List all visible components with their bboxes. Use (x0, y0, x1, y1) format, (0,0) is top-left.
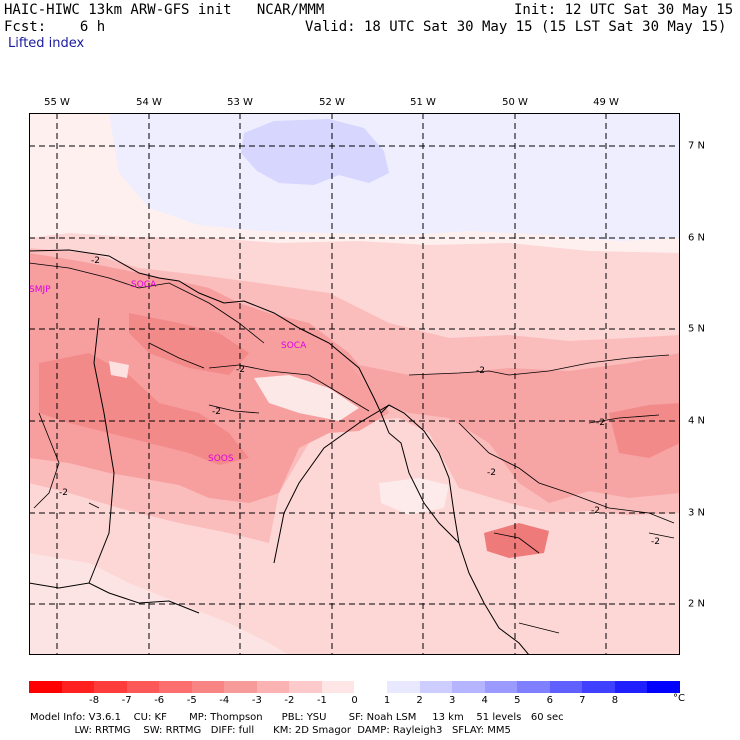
lat-label: 5 N (688, 323, 706, 335)
colorbar-tick-label: 7 (579, 695, 586, 706)
colorbar-tick-label: -3 (251, 695, 262, 706)
contour-label: -2 (476, 366, 485, 376)
field-band-4 (39, 353, 249, 465)
lifted-index-map: -2 -2 -2 -2 -2 -2 -2 -2 -2 SMJP SOCA SOC… (29, 113, 680, 655)
station-smjp: SMJP (29, 285, 51, 295)
lat-label: 4 N (688, 415, 706, 427)
contour-lines (29, 262, 675, 634)
field-light-patch (379, 478, 449, 515)
lat-label: 6 N (688, 232, 706, 244)
colorbar-tick-label: -8 (89, 695, 100, 706)
colorbar-tick-label: 5 (514, 695, 521, 706)
lat-label: 7 N (688, 140, 706, 152)
colorbar-segment (224, 681, 257, 693)
colorbar-segment (484, 681, 518, 693)
contour-label: -2 (596, 418, 605, 428)
colorbar-segment (29, 681, 62, 693)
lat-label: 2 N (688, 598, 706, 610)
colorbar-segment (647, 681, 680, 693)
colorbar-segment (614, 681, 648, 693)
contour-label: -2 (91, 256, 100, 266)
model-info-line-2: LW: RRTMG SW: RRTMG DIFF: full KM: 2D Sm… (30, 725, 511, 736)
colorbar-segment (159, 681, 192, 693)
colorbar-tick-label: 3 (448, 695, 456, 706)
colorbar-tick-label: -2 (284, 695, 295, 706)
colorbar-segment (419, 681, 453, 693)
contour-label: -2 (212, 407, 221, 417)
colorbar-segment (549, 681, 583, 693)
colorbar-segment (321, 681, 355, 693)
field-positive (109, 113, 680, 241)
field-positive-core (241, 119, 389, 185)
map-frame (29, 113, 680, 655)
colorbar-tick-label: 8 (611, 695, 619, 706)
station-soos: SOOS (208, 454, 234, 464)
init-time: Init: 12 UTC Sat 30 May 15 (514, 2, 734, 18)
colorbar (29, 681, 680, 693)
colorbar-segment (126, 681, 160, 693)
colorbar-segment (354, 681, 388, 693)
lon-label: 51 W (410, 97, 436, 108)
contour-label: -2 (236, 365, 245, 375)
field-name: Lifted index (8, 36, 85, 51)
field-light-patch (109, 361, 129, 378)
colorbar-tick-label: 1 (383, 695, 391, 706)
colorbar-tick-label: 0 (351, 695, 358, 706)
field-band-4 (484, 523, 549, 558)
colorbar-segment (582, 681, 615, 693)
colorbar-tick-label: 2 (416, 695, 423, 706)
coastline (29, 249, 530, 655)
colorbar-segment (452, 681, 485, 693)
graticule (29, 113, 680, 655)
field-band-4 (609, 403, 680, 458)
colorbar-segment (256, 681, 290, 693)
valid-time: Valid: 18 UTC Sat 30 May 15 (15 LST Sat … (305, 19, 727, 35)
contour-label: -2 (651, 537, 660, 547)
colorbar-segment (191, 681, 225, 693)
field-band-3 (29, 253, 389, 503)
plot-title: HAIC-HIWC 13km ARW-GFS init NCAR/MMM (4, 2, 325, 18)
model-info-line-1: Model Info: V3.6.1 CU: KF MP: Thompson P… (30, 712, 564, 723)
contour-label: -2 (487, 468, 496, 478)
station-soca: SOCA (281, 341, 307, 351)
field-light-patch (254, 375, 359, 421)
lon-label: 52 W (319, 97, 345, 108)
colorbar-tick-label: -6 (154, 695, 165, 706)
lon-label: 53 W (227, 97, 253, 108)
contour-label: -2 (591, 506, 600, 516)
lon-label: 50 W (502, 97, 528, 108)
colorbar-tick-label: -1 (316, 695, 327, 706)
colorbar-segment (387, 681, 420, 693)
lon-label: 49 W (593, 97, 619, 108)
lon-label: 55 W (44, 97, 70, 108)
colorbar-tick-label: 6 (546, 695, 553, 706)
colorbar-unit: °C (673, 693, 685, 704)
colorbar-tick-label: -5 (186, 695, 197, 706)
lon-label: 54 W (136, 97, 162, 108)
colorbar-tick-label: -4 (219, 695, 230, 706)
colorbar-segment (289, 681, 322, 693)
colorbar-segment (94, 681, 127, 693)
colorbar-segment (517, 681, 550, 693)
forecast-hour: Fcst: 6 h (4, 19, 106, 35)
colorbar-segment (61, 681, 95, 693)
contour-label: -2 (59, 488, 68, 498)
station-soca: SOCA (131, 280, 157, 290)
colorbar-tick-label: 4 (481, 695, 488, 706)
lat-label: 3 N (688, 507, 706, 519)
colorbar-tick-label: -7 (121, 695, 132, 706)
